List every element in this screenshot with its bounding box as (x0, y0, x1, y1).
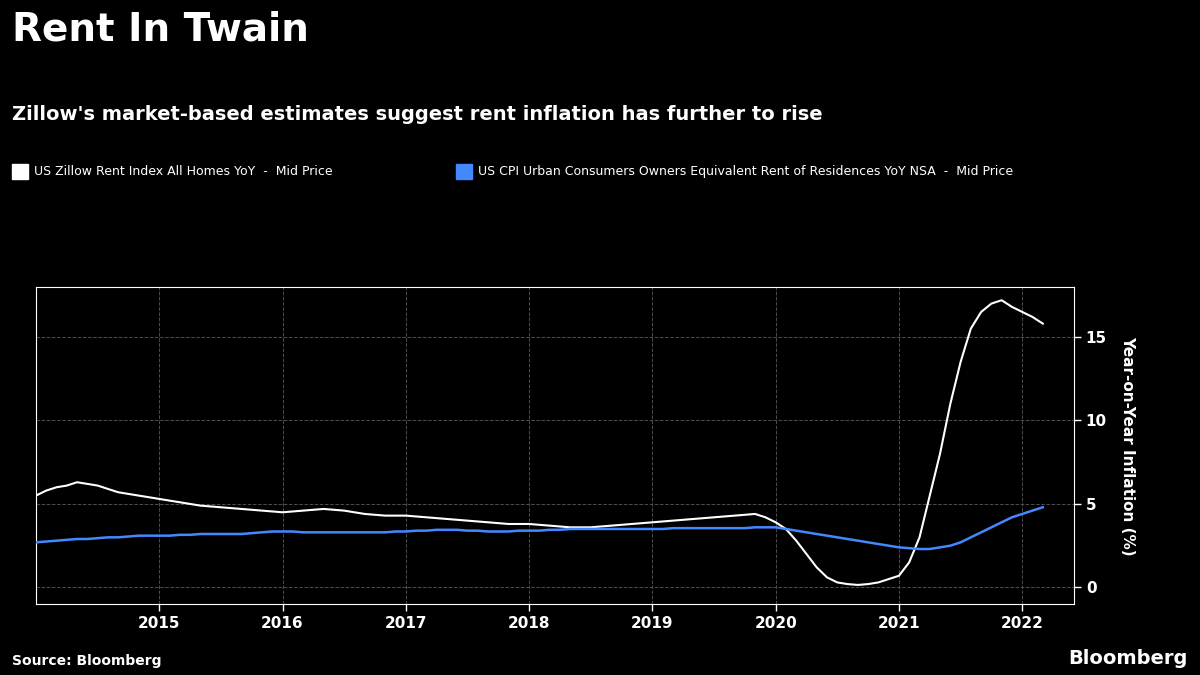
Text: Zillow's market-based estimates suggest rent inflation has further to rise: Zillow's market-based estimates suggest … (12, 105, 823, 124)
Text: US Zillow Rent Index All Homes YoY  -  Mid Price: US Zillow Rent Index All Homes YoY - Mid… (34, 165, 332, 178)
Text: Rent In Twain: Rent In Twain (12, 10, 308, 48)
Y-axis label: Year-on-Year Inflation (%): Year-on-Year Inflation (%) (1120, 335, 1135, 556)
Text: US CPI Urban Consumers Owners Equivalent Rent of Residences YoY NSA  -  Mid Pric: US CPI Urban Consumers Owners Equivalent… (478, 165, 1013, 178)
Text: Source: Bloomberg: Source: Bloomberg (12, 654, 162, 668)
Text: Bloomberg: Bloomberg (1069, 649, 1188, 668)
